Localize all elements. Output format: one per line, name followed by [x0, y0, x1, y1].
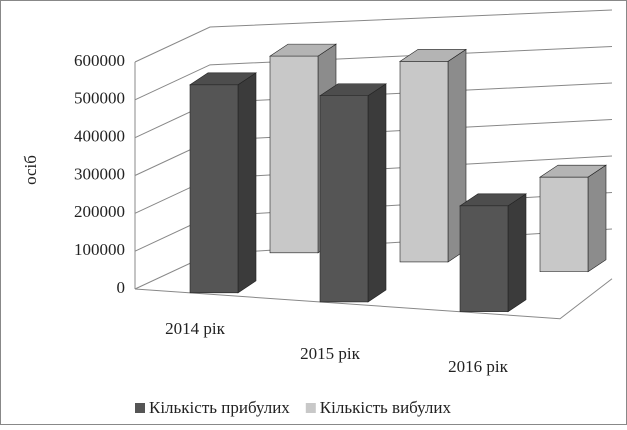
legend-swatch	[305, 403, 316, 413]
bar-front	[319, 95, 369, 303]
floor-edge	[134, 278, 613, 320]
y-axis-label: осіб	[21, 155, 40, 185]
y-tick-label: 300000	[74, 164, 125, 183]
x-tick-label: 2016 рік	[448, 357, 508, 376]
bar-side	[507, 193, 527, 313]
bar-side	[367, 83, 387, 303]
y-tick-label: 200000	[74, 202, 125, 221]
bar-front	[189, 84, 239, 294]
legend-label: Кількість вибулих	[320, 398, 452, 417]
bar	[539, 164, 607, 273]
bar-front	[399, 61, 449, 263]
grid-line	[134, 46, 613, 101]
y-tick-label: 500000	[74, 89, 125, 108]
bar-front	[269, 55, 319, 254]
y-tick-label: 600000	[74, 51, 125, 70]
y-tick-label: 0	[117, 278, 126, 297]
x-tick-label: 2015 рік	[300, 344, 360, 363]
bar-side	[587, 164, 607, 273]
grid-line	[134, 9, 613, 63]
y-tick-label: 100000	[74, 240, 125, 259]
bar	[189, 72, 257, 294]
bar-front	[539, 176, 589, 273]
bar-front	[459, 205, 509, 313]
y-tick-label: 400000	[74, 127, 125, 146]
x-tick-label: 2014 рік	[165, 319, 225, 338]
legend-label: Кількість прибулих	[149, 398, 290, 417]
bar	[319, 83, 387, 303]
bar	[459, 193, 527, 313]
bar	[399, 48, 467, 263]
legend-swatch	[135, 403, 145, 413]
bar-side	[237, 72, 257, 294]
